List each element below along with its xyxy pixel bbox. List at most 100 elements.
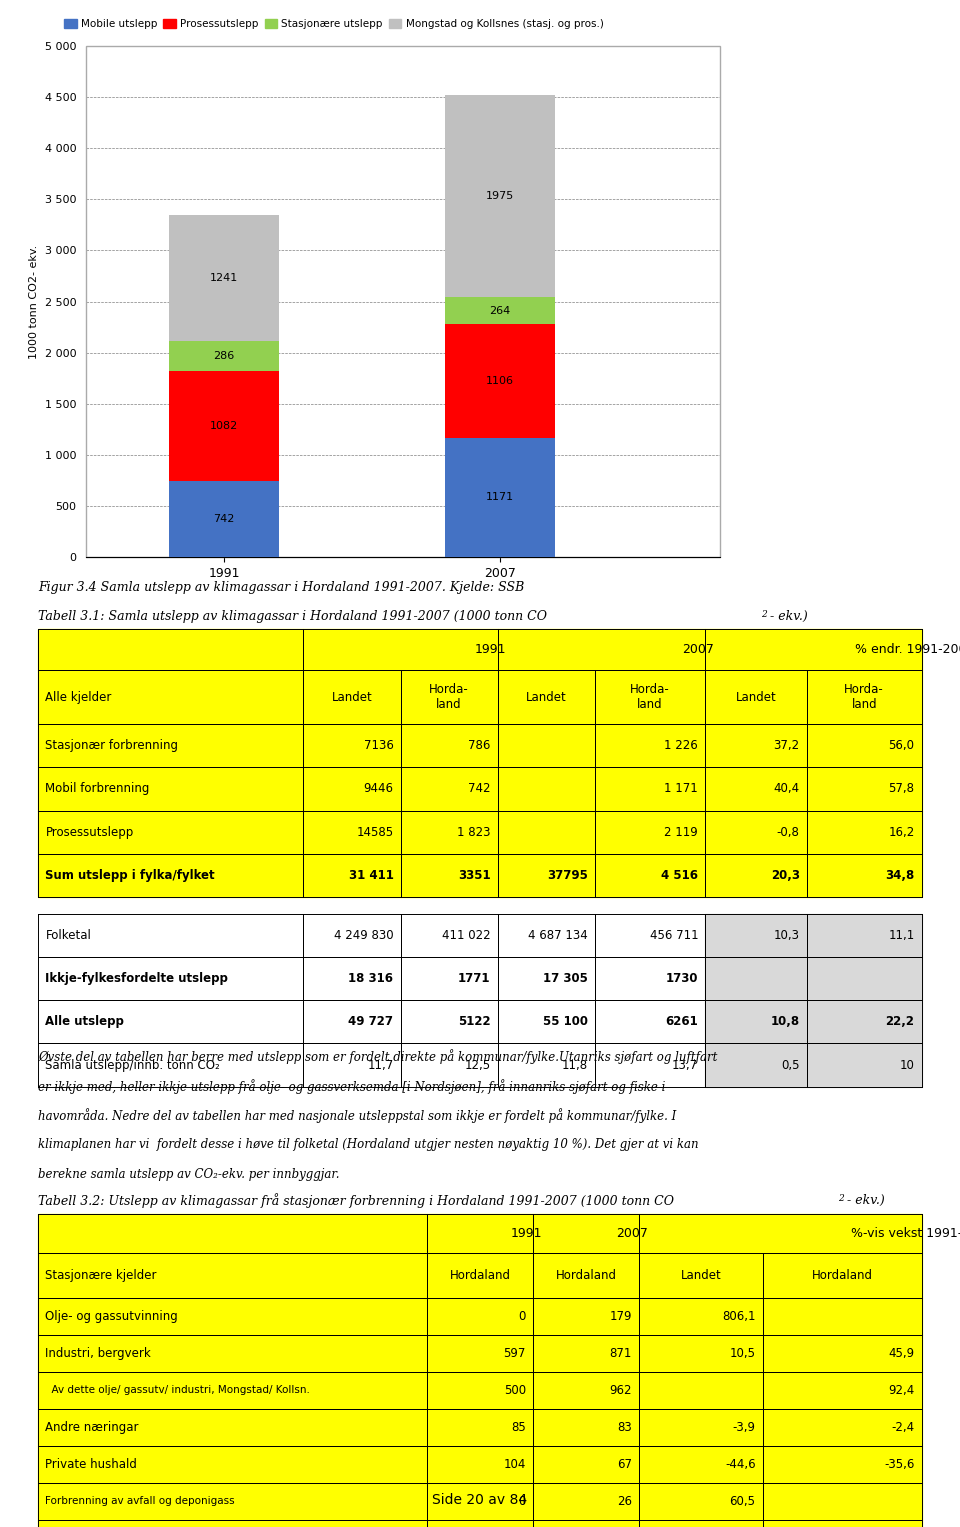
Text: 411 022: 411 022 — [442, 928, 491, 942]
Bar — [806, 724, 922, 767]
Bar — [639, 1252, 762, 1298]
Text: 4 516: 4 516 — [661, 869, 698, 883]
Text: Mobil forbrenning: Mobil forbrenning — [45, 782, 150, 796]
Text: 22,2: 22,2 — [885, 1015, 915, 1028]
Bar — [444, 95, 555, 298]
Bar — [806, 854, 922, 898]
Bar — [533, 1214, 639, 1252]
Text: Forbrenning av avfall og deponigass: Forbrenning av avfall og deponigass — [45, 1496, 235, 1506]
Text: %-vis vekst 1991-07: %-vis vekst 1991-07 — [851, 1226, 960, 1240]
Text: 456 711: 456 711 — [650, 928, 698, 942]
Text: Alle kjelder: Alle kjelder — [45, 690, 112, 704]
Bar — [706, 767, 806, 811]
Text: 4 687 134: 4 687 134 — [528, 928, 588, 942]
Bar — [595, 913, 706, 957]
Bar — [595, 1000, 706, 1043]
Bar — [427, 1519, 533, 1527]
Bar — [706, 913, 806, 957]
Text: 6261: 6261 — [665, 1015, 698, 1028]
Bar — [38, 724, 303, 767]
Bar — [595, 811, 706, 854]
Text: klimaplanen har vi  fordelt desse i høve til folketal (Hordaland utgjer nesten n: klimaplanen har vi fordelt desse i høve … — [38, 1138, 699, 1151]
Bar — [762, 1335, 922, 1373]
Bar — [706, 957, 806, 1000]
Text: 179: 179 — [610, 1310, 632, 1324]
Bar — [595, 1043, 706, 1087]
Bar — [303, 913, 400, 957]
Bar — [639, 1335, 762, 1373]
Text: 1106: 1106 — [486, 376, 514, 386]
Text: 742: 742 — [468, 782, 491, 796]
Text: 1975: 1975 — [486, 191, 514, 202]
Text: - ekv.): - ekv.) — [770, 611, 807, 623]
Bar — [38, 1519, 427, 1527]
Bar — [169, 371, 279, 481]
Text: % endr. 1991-2007: % endr. 1991-2007 — [854, 643, 960, 657]
Bar — [303, 854, 400, 898]
Text: Horda-
land: Horda- land — [844, 683, 884, 712]
Text: 11,8: 11,8 — [562, 1058, 588, 1072]
Bar — [806, 670, 922, 724]
Bar — [806, 811, 922, 854]
Text: Private hushald: Private hushald — [45, 1458, 137, 1471]
Text: Alle utslepp: Alle utslepp — [45, 1015, 125, 1028]
Bar — [303, 1000, 400, 1043]
Bar — [762, 1483, 922, 1519]
Text: Figur 3.4 Samla utslepp av klimagassar i Hordaland 1991-2007. Kjelde: SSB: Figur 3.4 Samla utslepp av klimagassar i… — [38, 582, 525, 594]
Text: berekne samla utslepp av CO₂-ekv. per innbyggjar.: berekne samla utslepp av CO₂-ekv. per in… — [38, 1168, 340, 1180]
Text: 2: 2 — [838, 1194, 844, 1203]
Bar — [706, 854, 806, 898]
Text: 286: 286 — [213, 351, 235, 360]
Text: Tabell 3.1: Samla utslepp av klimagassar i Hordaland 1991-2007 (1000 tonn CO: Tabell 3.1: Samla utslepp av klimagassar… — [38, 611, 547, 623]
Bar — [806, 913, 922, 957]
Text: 67: 67 — [617, 1458, 632, 1471]
Text: 962: 962 — [610, 1383, 632, 1397]
Bar — [639, 1483, 762, 1519]
Text: 14585: 14585 — [356, 826, 394, 838]
Text: Industri, bergverk: Industri, bergverk — [45, 1347, 152, 1361]
Bar — [38, 1000, 303, 1043]
Text: 597: 597 — [504, 1347, 526, 1361]
Text: 10,5: 10,5 — [730, 1347, 756, 1361]
Text: 7136: 7136 — [364, 739, 394, 753]
Bar — [706, 629, 922, 670]
Bar — [806, 1043, 922, 1087]
Bar — [444, 298, 555, 324]
Bar — [533, 1483, 639, 1519]
Text: 55 100: 55 100 — [542, 1015, 588, 1028]
Bar — [427, 1409, 533, 1446]
Bar — [533, 1298, 639, 1335]
Text: Tabell 3.2: Utslepp av klimagassar frå stasjonær forbrenning i Hordaland 1991-20: Tabell 3.2: Utslepp av klimagassar frå s… — [38, 1193, 674, 1208]
Text: 13,7: 13,7 — [672, 1058, 698, 1072]
Text: 871: 871 — [610, 1347, 632, 1361]
Bar — [427, 1214, 533, 1252]
Text: 2: 2 — [761, 611, 767, 620]
Bar — [38, 1214, 427, 1252]
Bar — [169, 481, 279, 557]
Text: Hordaland: Hordaland — [811, 1269, 873, 1283]
Text: 500: 500 — [504, 1383, 526, 1397]
Text: 49 727: 49 727 — [348, 1015, 394, 1028]
Bar — [806, 767, 922, 811]
Text: 2 119: 2 119 — [664, 826, 698, 838]
Bar — [533, 1335, 639, 1373]
Text: -2,4: -2,4 — [892, 1420, 915, 1434]
Bar — [400, 913, 497, 957]
Text: Samla utslepp/innb. tonn CO₂: Samla utslepp/innb. tonn CO₂ — [45, 1058, 220, 1072]
Text: 1 171: 1 171 — [664, 782, 698, 796]
Text: Øvste del av tabellen har berre med utslepp som er fordelt direkte på kommunar/f: Øvste del av tabellen har berre med utsl… — [38, 1049, 718, 1064]
Text: Side 20 av 84: Side 20 av 84 — [432, 1493, 528, 1507]
Text: Sum utslepp i fylka/fylket: Sum utslepp i fylka/fylket — [45, 869, 215, 883]
Bar — [303, 767, 400, 811]
Text: 45,9: 45,9 — [888, 1347, 915, 1361]
Text: 742: 742 — [213, 515, 235, 524]
Bar — [38, 767, 303, 811]
Text: -3,9: -3,9 — [732, 1420, 756, 1434]
Bar — [38, 670, 303, 724]
Text: 10,8: 10,8 — [771, 1015, 800, 1028]
Bar — [497, 913, 595, 957]
Bar — [806, 1000, 922, 1043]
Text: 12,5: 12,5 — [465, 1058, 491, 1072]
Bar — [303, 957, 400, 1000]
Bar — [444, 324, 555, 438]
